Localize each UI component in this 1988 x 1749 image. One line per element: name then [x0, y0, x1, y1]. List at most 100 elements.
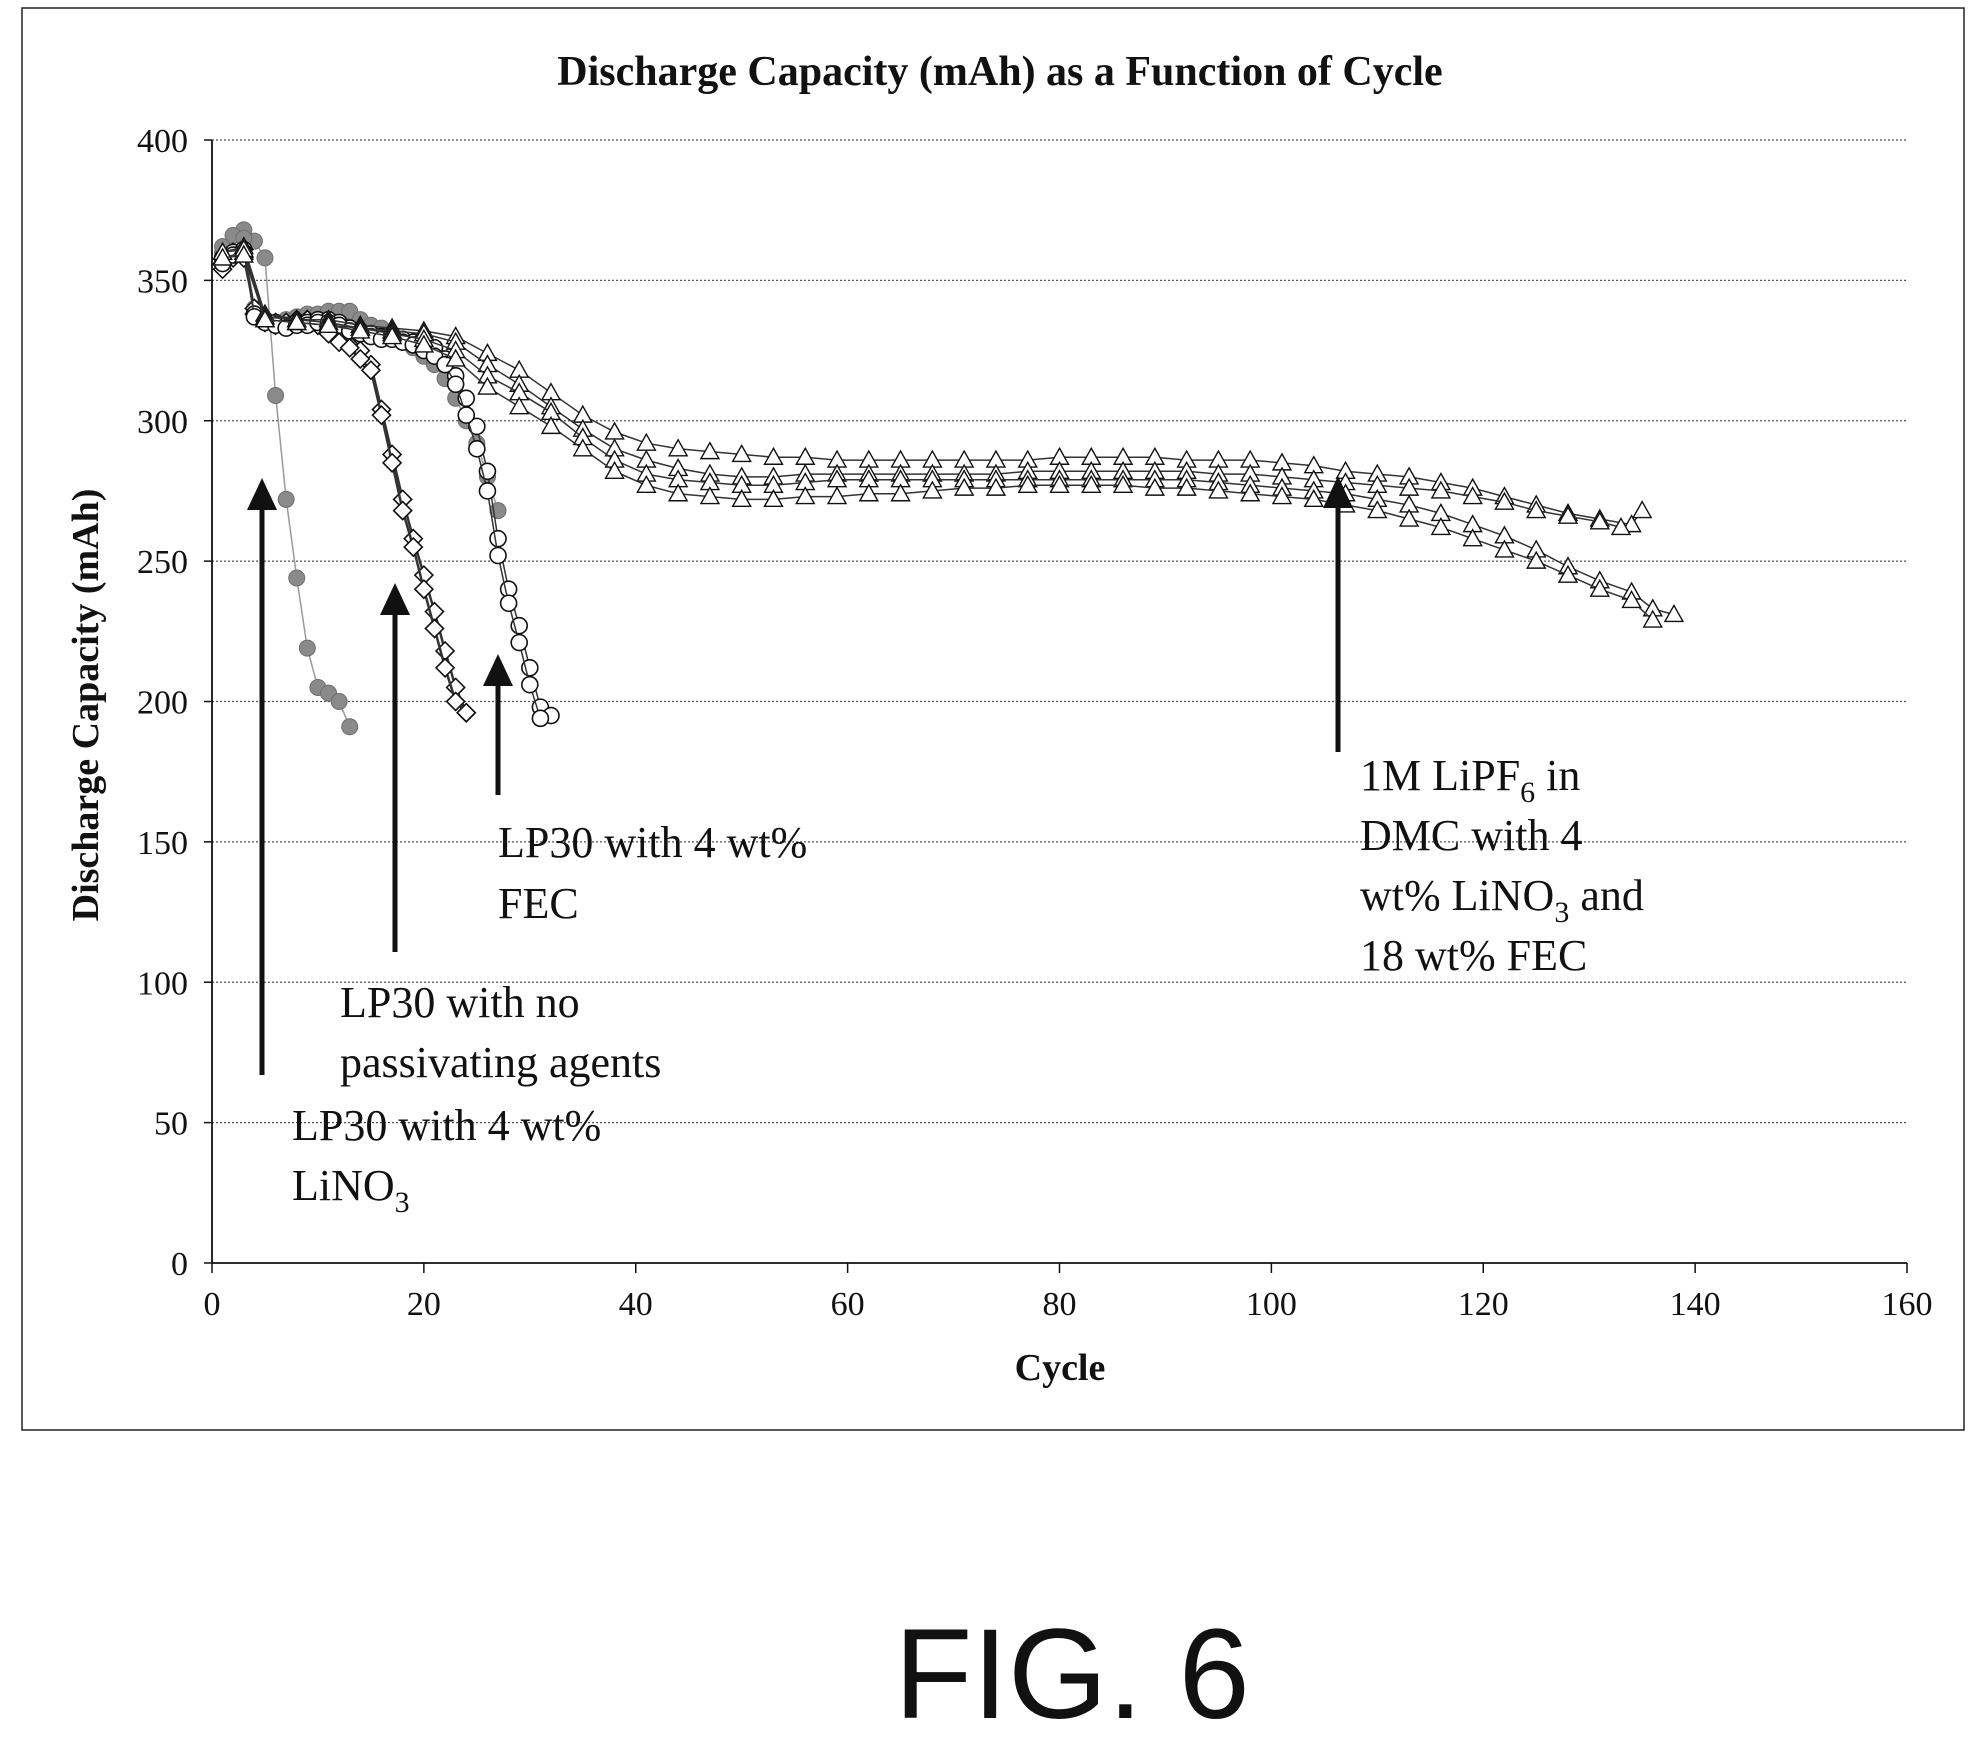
- x-axis-label: Cycle: [1015, 1347, 1106, 1389]
- arrowhead-fec: [483, 654, 513, 686]
- data-point: [445, 348, 466, 367]
- y-tick-label: 250: [137, 544, 188, 581]
- data-point: [318, 314, 339, 333]
- data-point: [298, 639, 316, 657]
- chart-frame: [21, 7, 1965, 1431]
- series-open-triangle: [212, 236, 1685, 628]
- y-tick-label: 350: [137, 263, 188, 300]
- data-point: [731, 444, 752, 463]
- data-point: [699, 441, 721, 460]
- annotation-dmc-line3: wt% LiNO3 and: [1360, 871, 1644, 929]
- data-point: [341, 718, 359, 736]
- data-point: [403, 536, 424, 558]
- annotation-dmc-line1: 1M LiPF6 in: [1360, 751, 1580, 809]
- data-point: [540, 415, 562, 435]
- data-point: [413, 579, 435, 600]
- data-point: [499, 594, 518, 613]
- annotation-arrows: [247, 476, 1353, 1075]
- data-point: [457, 406, 476, 424]
- data-point: [1208, 480, 1229, 499]
- data-point: [477, 376, 498, 395]
- y-tick-label: 200: [137, 685, 188, 722]
- data-point: [1398, 508, 1420, 527]
- annotation-dmc-line4: 18 wt% FEC: [1360, 931, 1587, 980]
- data-point: [1430, 480, 1452, 499]
- annotation-linoa-line1: LP30 with 4 wt%: [292, 1101, 601, 1150]
- data-point: [360, 360, 382, 381]
- y-axis-label: Discharge Capacity (mAh): [65, 489, 107, 922]
- data-point: [890, 483, 911, 502]
- data-point: [288, 569, 306, 587]
- data-point: [521, 675, 539, 694]
- x-tick-label: 60: [831, 1286, 865, 1323]
- data-point: [763, 446, 784, 465]
- data-point: [699, 486, 721, 505]
- data-point: [763, 488, 784, 508]
- annotation-fec-line2: FEC: [498, 879, 579, 928]
- data-point: [953, 477, 975, 496]
- data-point: [456, 702, 477, 723]
- data-point: [339, 337, 360, 358]
- data-point: [371, 405, 392, 426]
- annotation-texts: LP30 with 4 wt% LiNO3 LP30 with no passi…: [292, 751, 1644, 1219]
- data-point: [1239, 483, 1261, 502]
- data-point: [489, 529, 507, 548]
- data-point: [489, 546, 507, 565]
- series-line: [222, 251, 1622, 529]
- x-tick-label: 120: [1458, 1286, 1509, 1323]
- data-point: [350, 348, 371, 370]
- annotation-dmc-line2: DMC with 4: [1360, 811, 1582, 860]
- data-point: [1557, 505, 1579, 524]
- data-point: [233, 244, 254, 263]
- data-point: [1642, 609, 1663, 628]
- y-tick-label: 150: [137, 825, 188, 862]
- data-point: [1271, 486, 1293, 505]
- data-point: [212, 247, 233, 266]
- data-point: [636, 474, 657, 494]
- y-tick-labels: 0 50 100 150 200 250 300 350 400: [137, 123, 188, 1283]
- annotation-fec-line1: LP30 with 4 wt%: [498, 818, 807, 867]
- data-point: [381, 452, 403, 473]
- data-point: [858, 483, 880, 502]
- annotation-linoa-line2: LiNO3: [292, 1161, 410, 1219]
- data-point: [1494, 491, 1515, 510]
- data-point: [424, 618, 445, 639]
- figure-label: FIG. 6: [894, 1603, 1250, 1746]
- x-tick-label: 40: [619, 1286, 653, 1323]
- arrowhead-dmc: [1323, 476, 1353, 508]
- data-point: [1017, 474, 1038, 494]
- data-point: [1663, 604, 1685, 623]
- data-point: [267, 386, 285, 404]
- data-point: [1430, 517, 1452, 536]
- arrowhead-none: [380, 583, 410, 615]
- axes: [211, 140, 1908, 1273]
- data-point: [985, 477, 1007, 496]
- data-point: [1176, 477, 1197, 496]
- x-tick-label: 140: [1670, 1286, 1721, 1323]
- gridlines: [204, 139, 1907, 1264]
- data-point: [1081, 474, 1102, 494]
- data-point: [731, 488, 752, 508]
- data-point: [1526, 500, 1547, 519]
- data-point: [1494, 539, 1515, 558]
- y-tick-label: 100: [137, 965, 188, 1002]
- data-point: [286, 312, 307, 331]
- data-point: [1526, 550, 1547, 569]
- y-tick-label: 0: [171, 1246, 188, 1283]
- data-point: [468, 440, 486, 458]
- data-point: [413, 334, 435, 353]
- x-tick-label: 160: [1882, 1286, 1933, 1323]
- data-point: [509, 396, 530, 415]
- data-point: [392, 500, 413, 521]
- data-point: [478, 482, 497, 500]
- data-point: [330, 693, 348, 710]
- chart-title: Discharge Capacity (mAh) as a Function o…: [557, 49, 1442, 95]
- data-point: [1610, 517, 1632, 536]
- data-point: [826, 486, 848, 505]
- data-point: [445, 691, 466, 712]
- arrowhead-linoa: [247, 478, 277, 510]
- data-point: [1303, 488, 1324, 508]
- data-point: [1144, 477, 1166, 496]
- data-point: [256, 249, 274, 267]
